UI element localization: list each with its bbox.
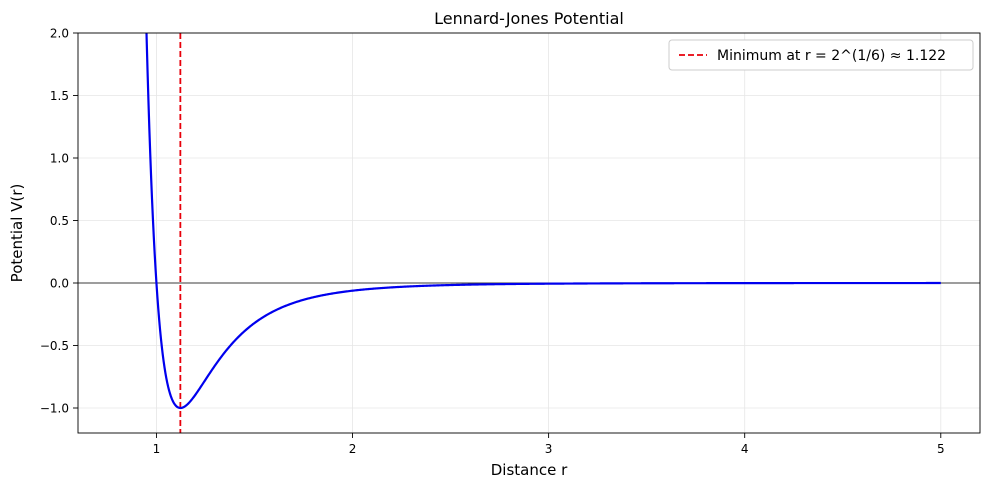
x-tick-label: 4 xyxy=(741,442,749,456)
x-tick-label: 2 xyxy=(349,442,357,456)
y-tick-label: −1.0 xyxy=(40,402,69,416)
legend: Minimum at r = 2^(1/6) ≈ 1.122 xyxy=(668,39,974,71)
plot-frame xyxy=(77,32,981,434)
x-tick-label: 5 xyxy=(937,442,945,456)
series-group xyxy=(145,33,941,410)
y-axis-ticks: −1.0 −0.5 0.0 0.5 1.0 1.5 2.0 xyxy=(40,27,78,416)
y-tick-label: 1.5 xyxy=(50,89,69,103)
x-axis-label: Distance r xyxy=(491,461,568,479)
legend-label-minimum: Minimum at r = 2^(1/6) ≈ 1.122 xyxy=(717,48,946,64)
potential-curve xyxy=(145,33,941,410)
y-tick-label: −0.5 xyxy=(40,339,69,353)
chart-title: Lennard-Jones Potential xyxy=(434,9,624,28)
plot-area xyxy=(78,33,980,433)
y-axis-label: Potential V(r) xyxy=(8,184,26,283)
legend-box xyxy=(668,39,974,71)
y-tick-label: 1.0 xyxy=(50,152,69,166)
x-tick-label: 1 xyxy=(153,442,161,456)
x-tick-label: 3 xyxy=(545,442,553,456)
x-axis-ticks: 1 2 3 4 5 xyxy=(153,433,945,456)
y-tick-label: 0.0 xyxy=(50,277,69,291)
y-tick-label: 2.0 xyxy=(50,27,69,41)
y-tick-label: 0.5 xyxy=(50,214,69,228)
